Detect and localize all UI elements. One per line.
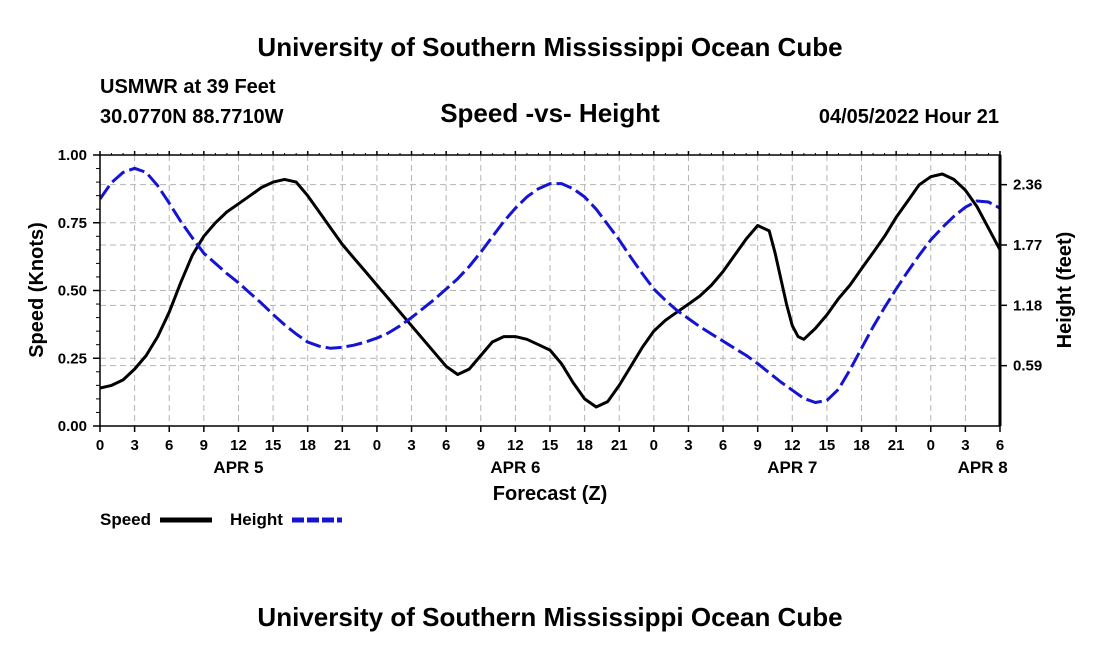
- y2-axis-label: Height (feet): [1054, 232, 1076, 349]
- y2-tick-label: 1.77: [1013, 237, 1042, 254]
- y-tick-label: 0.50: [58, 283, 87, 300]
- station-label: USMWR at 39 Feet: [100, 76, 276, 98]
- y-tick-label: 1.00: [58, 147, 87, 164]
- x-tick-label: 12: [784, 437, 801, 454]
- y-tick-label: 0.75: [58, 215, 87, 232]
- x-tick-label: 15: [542, 437, 559, 454]
- series-layer: [100, 166, 1000, 409]
- x-tick-label: 21: [611, 437, 628, 454]
- x-axis-label: Forecast (Z): [493, 483, 607, 505]
- series-line-speed: [100, 172, 1000, 409]
- y2-tick-label: 1.18: [1013, 297, 1042, 314]
- x-tick-label: 15: [819, 437, 836, 454]
- forecast-timestamp: 04/05/2022 Hour 21: [818, 106, 999, 128]
- x-tick-label: 6: [442, 437, 450, 454]
- x-tick-label: 0: [373, 437, 381, 454]
- x-tick-label: 6: [165, 437, 173, 454]
- y-axis-label: Speed (Knots): [26, 222, 48, 358]
- y2-tick-label: 2.36: [1013, 177, 1042, 194]
- y-tick-label: 0.00: [58, 418, 87, 435]
- x-tick-label: 18: [576, 437, 593, 454]
- legend-height-label: Height: [230, 510, 283, 529]
- legend: Speed Height: [100, 510, 342, 529]
- legend-speed-label: Speed: [100, 510, 151, 529]
- x-tick-label: 9: [754, 437, 762, 454]
- y2-tick-label: 0.59: [1013, 358, 1042, 375]
- axis-layer: 0 3 6 9 12 15 18 21 0 3 6 9 12 15 18 21 0 3 6 9 12 15 18 21 0 3 6 0…: [58, 147, 1042, 477]
- chart-title: University of Southern Mississippi Ocean…: [257, 32, 843, 62]
- x-tick-label: 12: [507, 437, 524, 454]
- x-tick-label: 18: [853, 437, 870, 454]
- x-tick-label: 18: [299, 437, 316, 454]
- x-tick-label: 15: [265, 437, 282, 454]
- x-tick-label: 6: [996, 437, 1004, 454]
- x-tick-label: 3: [130, 437, 138, 454]
- x-tick-label: 12: [230, 437, 247, 454]
- series-line-height: [100, 166, 1000, 404]
- day-label: APR 8: [958, 458, 1008, 477]
- x-tick-label: 0: [650, 437, 658, 454]
- x-tick-label: 9: [477, 437, 485, 454]
- x-tick-label: 3: [961, 437, 969, 454]
- footer-title: University of Southern Mississippi Ocean…: [257, 602, 843, 632]
- day-label: APR 5: [213, 458, 263, 477]
- day-label: APR 6: [490, 458, 540, 477]
- x-tick-label: 9: [200, 437, 208, 454]
- grid-layer: [100, 155, 1000, 426]
- x-tick-label: 6: [719, 437, 727, 454]
- x-tick-label: 0: [96, 437, 104, 454]
- x-tick-label: 21: [334, 437, 351, 454]
- x-tick-label: 0: [927, 437, 935, 454]
- x-tick-label: 3: [407, 437, 415, 454]
- chart-subtitle: Speed -vs- Height: [440, 98, 660, 128]
- station-coordinates: 30.0770N 88.7710W: [100, 106, 284, 128]
- x-tick-label: 3: [684, 437, 692, 454]
- day-label: APR 7: [767, 458, 817, 477]
- y-tick-label: 0.25: [58, 350, 87, 367]
- x-tick-label: 21: [888, 437, 905, 454]
